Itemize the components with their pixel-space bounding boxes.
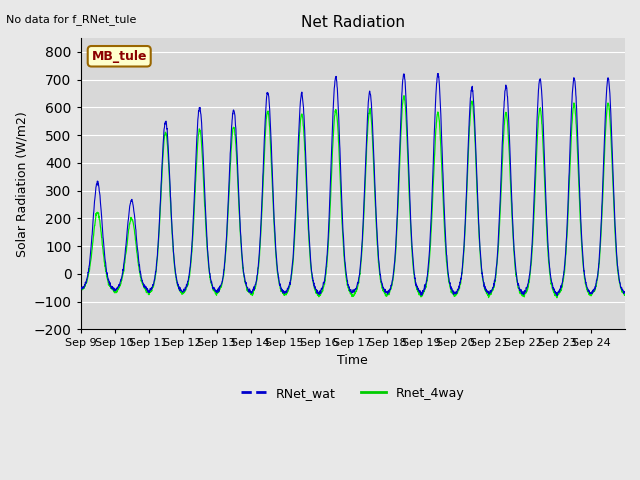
X-axis label: Time: Time: [337, 354, 368, 367]
Text: MB_tule: MB_tule: [92, 50, 147, 63]
Text: No data for f_RNet_tule: No data for f_RNet_tule: [6, 14, 137, 25]
Title: Net Radiation: Net Radiation: [301, 15, 404, 30]
Legend: RNet_wat, Rnet_4way: RNet_wat, Rnet_4way: [236, 382, 470, 405]
Y-axis label: Solar Radiation (W/m2): Solar Radiation (W/m2): [15, 111, 28, 257]
